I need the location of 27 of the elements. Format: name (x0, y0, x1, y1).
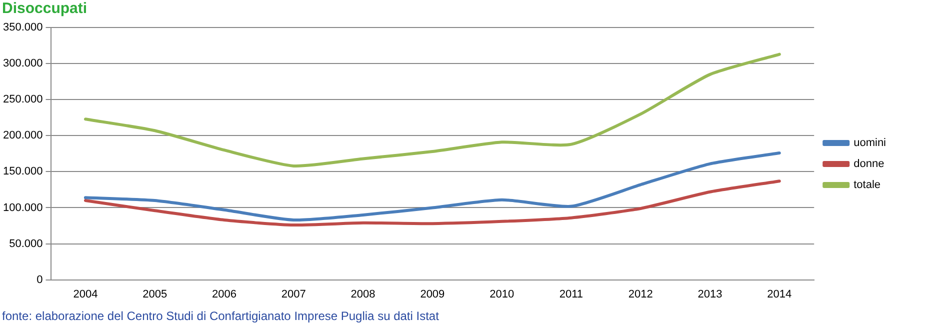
x-tick-label: 2008 (350, 288, 376, 300)
x-tick-label: 2013 (698, 288, 722, 300)
y-tick-label: 50.000 (9, 238, 43, 250)
y-tick-label: 150.000 (2, 166, 43, 178)
line-series (84, 52, 781, 168)
y-tick-label: 250.000 (2, 94, 43, 106)
x-tick-label: 2012 (628, 288, 653, 300)
x-tick-label: 2007 (281, 288, 306, 300)
x-tick-label: 2010 (490, 288, 514, 300)
x-tick-label: 2014 (767, 288, 792, 300)
x-tick-label: 2006 (212, 288, 236, 300)
line-series (84, 151, 781, 222)
legend-label: donne (854, 158, 884, 170)
line-series (84, 180, 781, 227)
y-tick-label: 200.000 (2, 130, 43, 142)
legend-label: uomini (854, 137, 886, 150)
x-tick-label: 2009 (420, 288, 445, 300)
legend-label: totale (854, 179, 881, 192)
source-note: fonte: elaborazione del Centro Studi di Confartigianato Imprese Puglia su dati Istat (2, 309, 439, 323)
chart-title: Disoccupati (2, 0, 88, 17)
y-tick-label: 0 (36, 274, 43, 286)
x-tick-label: 2011 (559, 288, 584, 300)
y-tick-label: 100.000 (2, 202, 43, 214)
x-tick-label: 2005 (142, 288, 168, 300)
y-tick-label: 300.000 (2, 58, 43, 70)
y-tick-label: 350.000 (2, 22, 43, 34)
x-tick-label: 2004 (73, 288, 98, 300)
